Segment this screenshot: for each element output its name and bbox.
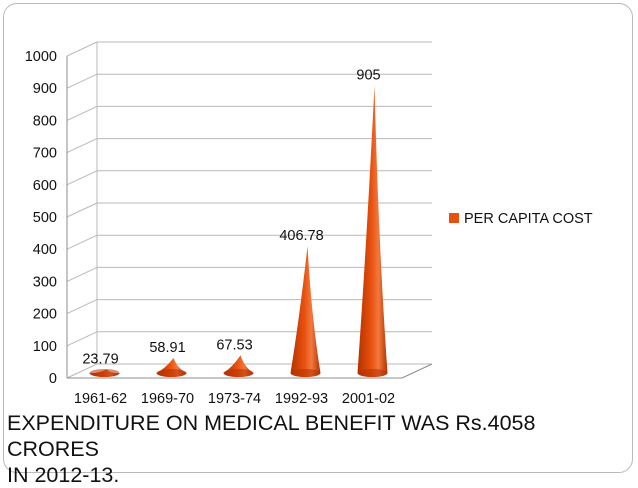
data-label: 905 [356,68,380,84]
cone-base [357,369,388,377]
floor-right-edge [401,363,433,379]
gridline-side [66,41,98,57]
y-tick-label: 200 [33,307,57,323]
y-tick-label: 0 [49,371,57,387]
gridline-side [66,138,98,154]
y-tick-label: 1000 [25,49,57,65]
cone-base [156,369,187,377]
cone-bar [357,85,388,377]
chart-legend: PER CAPITA COST [449,211,593,227]
x-tick-label: 1961-62 [74,391,127,407]
y-tick-label: 700 [33,146,57,162]
slide-frame [3,3,633,473]
x-tick-label: 1969-70 [141,391,194,407]
y-tick-label: 300 [33,274,57,290]
y-tick-label: 800 [33,113,57,129]
cone-base [223,369,254,377]
gridline-side [66,363,98,379]
data-label: 23.79 [82,351,118,367]
caption-text: EXPENDITURE ON MEDICAL BENEFIT WAS Rs.40… [7,411,536,487]
legend-label: PER CAPITA COST [464,211,593,227]
x-tick-label: 1973-74 [208,391,261,407]
data-label: 58.91 [149,340,185,356]
x-tick-label: 2001-02 [342,391,395,407]
x-tick-label: 1992-93 [275,391,328,407]
gridline-side [66,202,98,218]
chart-axes: 0 100 200 300 400 500 600 700 800 900 1000 1961-62 1… [25,42,433,407]
gridline-side [66,331,98,347]
gridline-side [66,170,98,186]
y-tick-label: 100 [33,339,57,355]
cone-bar [290,246,321,377]
data-label: 67.53 [216,337,252,353]
gridline-side [66,266,98,282]
y-tick-label: 400 [33,242,57,258]
y-tick-label: 900 [33,81,57,97]
y-tick-label: 600 [33,178,57,194]
legend-swatch [449,213,459,223]
chart-marks [89,85,388,377]
y-tick-label: 500 [33,210,57,226]
gridline-side [66,299,98,315]
gridline-side [66,105,98,121]
chart-labels: 23.79 58.91 67.53 406.78 905 [82,68,380,368]
gridline-side [66,234,98,250]
data-label: 406.78 [279,228,323,244]
cone-base [290,369,321,377]
per-capita-cost-chart: 0 100 200 300 400 500 600 700 800 900 1000 1961-62 1… [25,41,593,407]
cone-base [89,369,120,377]
gridline-side [66,73,98,89]
